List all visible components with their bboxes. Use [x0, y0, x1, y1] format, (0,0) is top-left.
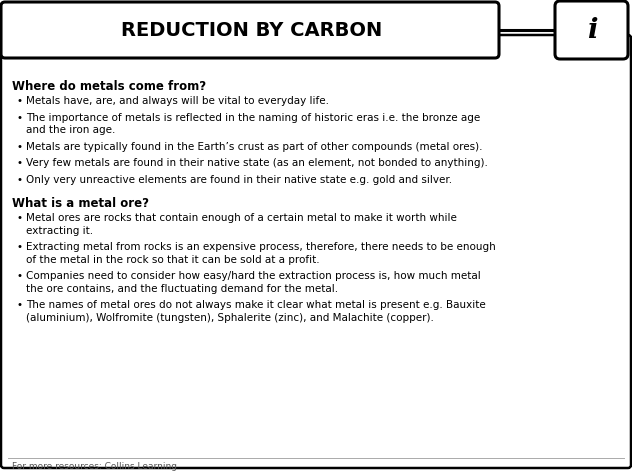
Text: •: •: [16, 242, 22, 252]
Text: Metals have, are, and always will be vital to everyday life.: Metals have, are, and always will be vit…: [26, 96, 329, 106]
Text: The names of metal ores do not always make it clear what metal is present e.g. B: The names of metal ores do not always ma…: [26, 300, 486, 310]
Text: •: •: [16, 175, 22, 184]
Text: •: •: [16, 113, 22, 123]
Text: •: •: [16, 271, 22, 281]
Text: Only very unreactive elements are found in their native state e.g. gold and silv: Only very unreactive elements are found …: [26, 175, 452, 184]
Text: (aluminium), Wolfromite (tungsten), Sphalerite (zinc), and Malachite (copper).: (aluminium), Wolfromite (tungsten), Spha…: [26, 313, 434, 323]
Text: Where do metals come from?: Where do metals come from?: [12, 80, 206, 93]
FancyBboxPatch shape: [555, 1, 628, 59]
Text: For more resources: Collins Learning: For more resources: Collins Learning: [12, 462, 177, 471]
Text: •: •: [16, 213, 22, 223]
Text: and the iron age.: and the iron age.: [26, 125, 116, 135]
Text: Companies need to consider how easy/hard the extraction process is, how much met: Companies need to consider how easy/hard…: [26, 271, 481, 281]
Text: REDUCTION BY CARBON: REDUCTION BY CARBON: [121, 21, 382, 41]
Text: What is a metal ore?: What is a metal ore?: [12, 197, 149, 210]
FancyBboxPatch shape: [1, 35, 631, 468]
Text: •: •: [16, 158, 22, 168]
FancyBboxPatch shape: [1, 2, 499, 58]
Text: The importance of metals is reflected in the naming of historic eras i.e. the br: The importance of metals is reflected in…: [26, 113, 480, 123]
Text: Very few metals are found in their native state (as an element, not bonded to an: Very few metals are found in their nativ…: [26, 158, 488, 168]
Text: •: •: [16, 141, 22, 151]
Text: Metal ores are rocks that contain enough of a certain metal to make it worth whi: Metal ores are rocks that contain enough…: [26, 213, 457, 223]
Text: Metals are typically found in the Earth’s crust as part of other compounds (meta: Metals are typically found in the Earth’…: [26, 141, 482, 151]
Text: •: •: [16, 96, 22, 106]
Text: Extracting metal from rocks is an expensive process, therefore, there needs to b: Extracting metal from rocks is an expens…: [26, 242, 495, 252]
Text: •: •: [16, 300, 22, 310]
Text: the ore contains, and the fluctuating demand for the metal.: the ore contains, and the fluctuating de…: [26, 283, 338, 294]
Text: i: i: [586, 18, 597, 44]
Text: extracting it.: extracting it.: [26, 226, 93, 236]
Text: of the metal in the rock so that it can be sold at a profit.: of the metal in the rock so that it can …: [26, 254, 320, 264]
